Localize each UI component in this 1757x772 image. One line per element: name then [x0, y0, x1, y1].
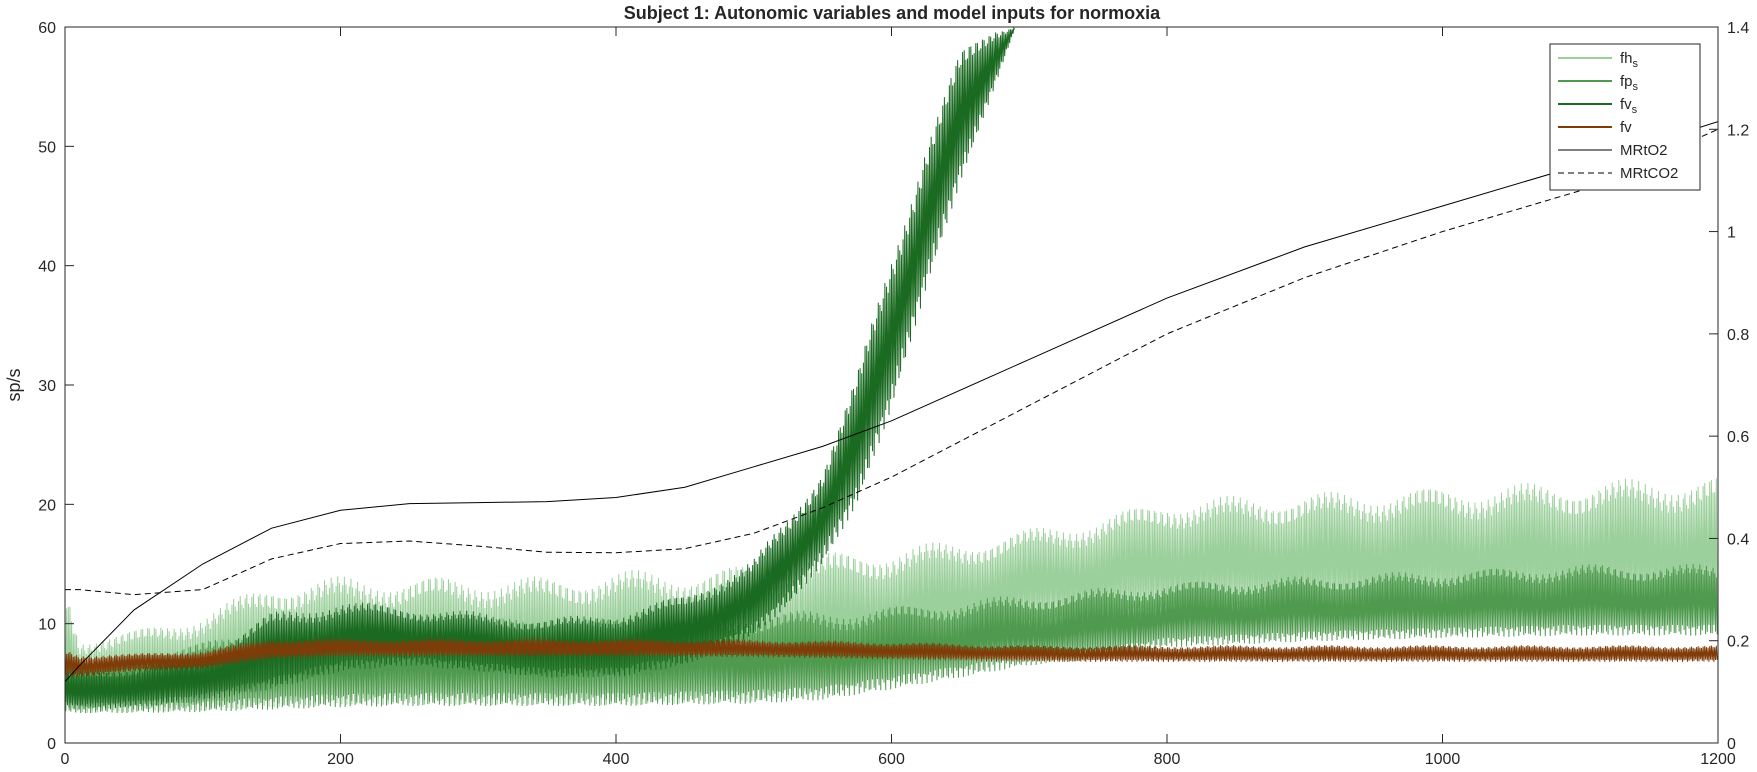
y-left-tick-label: 0 — [47, 736, 56, 753]
legend-label: MRtCO2 — [1620, 165, 1678, 182]
chart-title: Subject 1: Autonomic variables and model… — [624, 3, 1161, 23]
y-right-tick-label: 0.8 — [1727, 327, 1749, 344]
y-left-tick-label: 10 — [38, 617, 56, 634]
x-tick-label: 600 — [878, 751, 905, 768]
series-line — [65, 128, 1718, 596]
y-right-tick-label: 1.4 — [1727, 20, 1749, 37]
x-tick-label: 1200 — [1700, 751, 1736, 768]
legend-item: MRtO2 — [1558, 142, 1668, 159]
legend-label: MRtO2 — [1620, 142, 1668, 159]
x-tick-label: 200 — [327, 751, 354, 768]
x-tick-label: 0 — [61, 751, 70, 768]
series-layer — [65, 27, 1718, 714]
y-left-tick-label: 60 — [38, 20, 56, 37]
series-fv-3 — [65, 637, 1718, 678]
x-tick-label: 400 — [603, 751, 630, 768]
legend-box — [1549, 43, 1701, 191]
legend-label-subscript: s — [1632, 104, 1638, 116]
y-right-tick-label: 1.2 — [1727, 122, 1749, 139]
legend-item: fv — [1558, 119, 1632, 136]
y-right-tick-label: 1 — [1727, 225, 1736, 242]
series-trace — [65, 637, 1718, 678]
y-right-tick-label: 0.4 — [1727, 531, 1749, 548]
y-right-tick-label: 0.2 — [1727, 634, 1749, 651]
x-tick-label: 1000 — [1425, 751, 1461, 768]
x-tick-label: 800 — [1154, 751, 1181, 768]
legend-label-subscript: s — [1633, 58, 1639, 70]
series-line — [65, 121, 1718, 682]
y-right-tick-label: 0.6 — [1727, 429, 1749, 446]
y-left-tick-label: 30 — [38, 378, 56, 395]
legend-label: fv — [1620, 119, 1632, 136]
y-left-tick-label: 20 — [38, 497, 56, 514]
y-axis-label-left: sp/s — [4, 368, 24, 401]
series-mrtco2-5 — [65, 128, 1718, 596]
y-left-tick-label: 50 — [38, 139, 56, 156]
y-left-tick-label: 40 — [38, 259, 56, 276]
legend-label-subscript: s — [1633, 81, 1639, 93]
legend-item: MRtCO2 — [1558, 165, 1678, 182]
series-mrto2-4 — [65, 121, 1718, 682]
y-right-tick-label: 0 — [1727, 736, 1736, 753]
ticks-layer: 0 200 400 600 800 1000 1200010203040506000.20.… — [38, 20, 1749, 768]
